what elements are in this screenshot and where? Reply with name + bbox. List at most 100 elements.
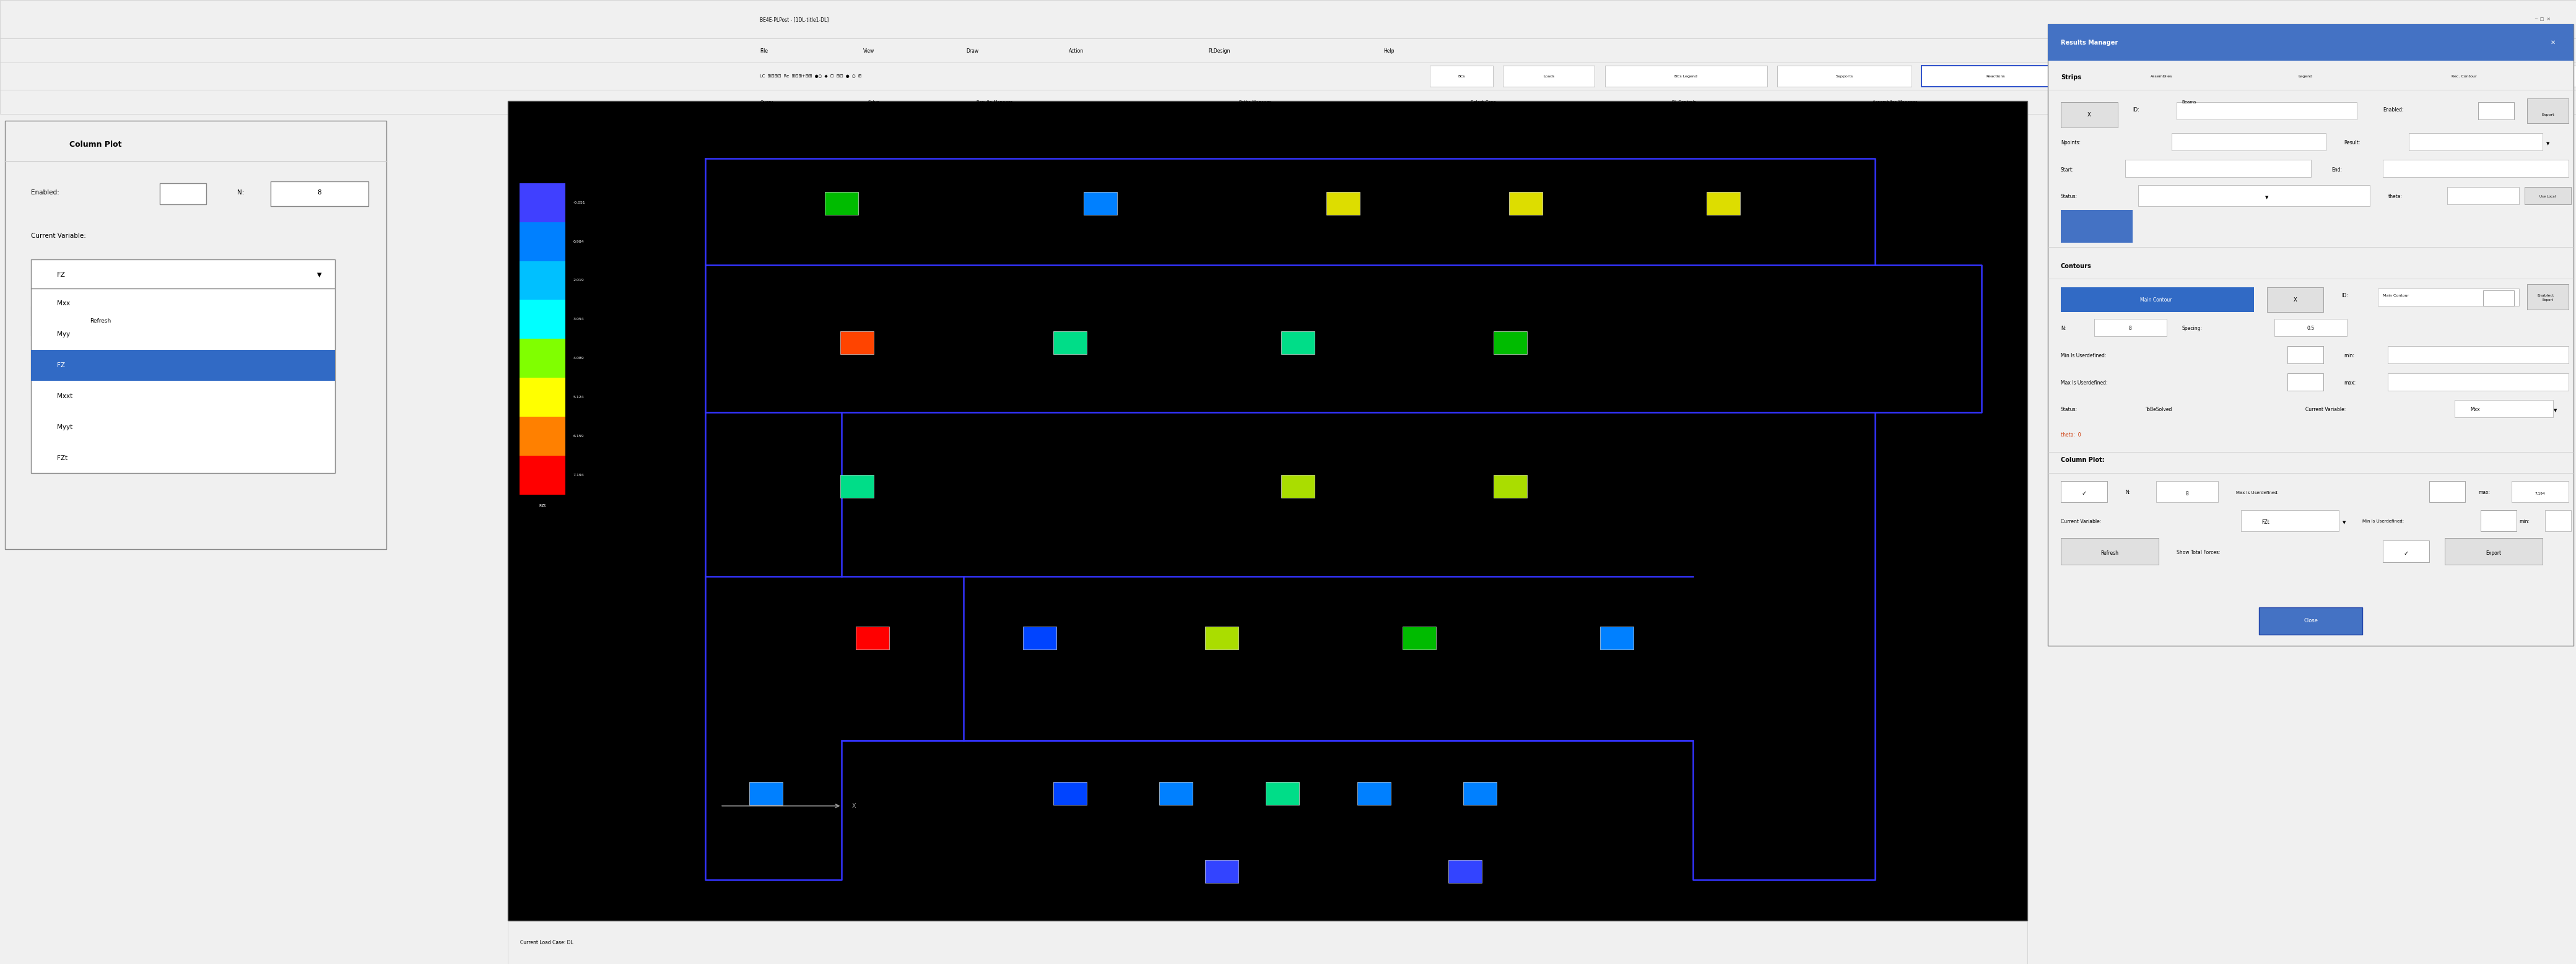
Text: Solve: Solve	[868, 100, 881, 104]
Text: Mxx: Mxx	[2470, 407, 2481, 413]
FancyBboxPatch shape	[2388, 373, 2568, 390]
Text: Col. 14
Mx= 0.01492784
My= 0.1427114
Fz= 5.193231: Col. 14 Mx= 0.01492784 My= 0.1427114 Fz=…	[1494, 520, 1522, 534]
Text: ✓: ✓	[2081, 491, 2087, 496]
Text: N:: N:	[2061, 326, 2066, 332]
FancyBboxPatch shape	[2267, 287, 2324, 312]
Text: 8: 8	[317, 190, 322, 196]
Text: BE4E-PLPost - [1DL-title1-DL]: BE4E-PLPost - [1DL-title1-DL]	[760, 16, 829, 22]
Text: N:: N:	[237, 190, 245, 196]
Bar	[520, 456, 564, 495]
Text: Col. 17
Mx= 0.8550183
My= 2.613033
Fz= 6.202346: Col. 17 Mx= 0.8550183 My= 2.613033 Fz= 6…	[811, 376, 835, 390]
Bar	[1206, 627, 1239, 650]
Bar	[1206, 860, 1239, 883]
Text: X: X	[853, 803, 855, 809]
Text: Col. 1
Mx= 0.1262962
My= 0.27443712
Fz= 4.796375: Col. 1 Mx= 0.1262962 My= 0.27443712 Fz= …	[1267, 376, 1293, 390]
Text: Start:: Start:	[2061, 167, 2074, 173]
Text: Col. 9
Mx= 1.071688
My= 0.09188295
Fz= 1.779761: Col. 9 Mx= 1.071688 My= 0.09188295 Fz= 1…	[1054, 236, 1079, 251]
Bar	[520, 222, 564, 261]
Text: Close: Close	[2303, 618, 2318, 624]
FancyBboxPatch shape	[2138, 185, 2370, 206]
Text: 0.5: 0.5	[2308, 326, 2313, 332]
Text: PL Controls: PL Controls	[1672, 100, 1695, 104]
Bar	[1054, 782, 1087, 805]
Text: Col. 13
Mx= 0.2025302
My= -0.256899
Fz= 2.091784: Col. 13 Mx= 0.2025302 My= -0.256899 Fz= …	[1466, 822, 1489, 837]
Bar	[1600, 627, 1633, 650]
FancyBboxPatch shape	[270, 181, 368, 206]
FancyBboxPatch shape	[1605, 66, 1767, 87]
FancyBboxPatch shape	[2483, 290, 2514, 306]
Bar	[1054, 332, 1087, 355]
Bar	[1327, 192, 1360, 215]
Text: Current Variable:: Current Variable:	[31, 233, 85, 239]
Text: Strips: Strips	[2061, 74, 2081, 80]
Text: ─  □  ✕: ─ □ ✕	[2535, 17, 2550, 21]
Text: 7.194: 7.194	[572, 473, 585, 476]
Bar	[840, 475, 873, 497]
Text: Current Load Case: DL: Current Load Case: DL	[520, 940, 574, 946]
FancyBboxPatch shape	[2061, 102, 2117, 127]
Text: Export: Export	[2486, 550, 2501, 556]
Text: Export: Export	[2543, 298, 2553, 302]
Text: Assemblies: Assemblies	[2151, 74, 2172, 78]
Bar	[520, 378, 564, 416]
Bar	[0, 0, 2576, 39]
Text: Column Plot: Column Plot	[70, 141, 121, 148]
Text: Col. 21
Mx= -1.556629
My= -1.500329
Fz= 2.782634: Col. 21 Mx= -1.556629 My= -1.500329 Fz= …	[750, 822, 775, 837]
Bar	[520, 416, 564, 456]
Text: Help: Help	[1383, 48, 1394, 54]
Text: Use Local: Use Local	[2540, 195, 2555, 199]
Text: BCs: BCs	[1458, 74, 1466, 78]
Text: FZt: FZt	[2262, 520, 2269, 525]
Text: Refresh: Refresh	[2102, 550, 2117, 556]
Text: Myyt: Myyt	[57, 424, 72, 430]
Bar	[855, 627, 889, 650]
Text: X: X	[2087, 112, 2092, 118]
Text: Enabled:: Enabled:	[31, 190, 59, 196]
Text: max:: max:	[2344, 380, 2357, 386]
FancyBboxPatch shape	[31, 288, 335, 473]
Bar	[520, 183, 564, 222]
Text: Col. 2
Mx= -0.3849468
My= -0.2692671
Fz= 0.9457575: Col. 2 Mx= -0.3849468 My= -0.2692671 Fz=…	[1206, 897, 1231, 912]
FancyBboxPatch shape	[2524, 187, 2571, 204]
Text: Col. 22b
Mx= -0.4422820
My= 0.194108
Fz= 4.236180: Col. 22b Mx= -0.4422820 My= 0.194108 Fz=…	[1267, 822, 1293, 837]
FancyBboxPatch shape	[2275, 319, 2347, 336]
Text: FZt: FZt	[57, 455, 67, 461]
Text: 8: 8	[2128, 326, 2133, 332]
Text: Paths Manager: Paths Manager	[1239, 100, 1270, 104]
FancyBboxPatch shape	[2287, 373, 2324, 390]
Text: Results Manager: Results Manager	[2061, 40, 2117, 45]
Bar	[520, 261, 564, 300]
Text: -0.051: -0.051	[572, 201, 585, 204]
Text: PLDesign: PLDesign	[1208, 48, 1231, 54]
Text: Col. 15
Mx= 1.322094
My= -1.061711
Fz= 7.19418: Col. 15 Mx= 1.322094 My= -1.061711 Fz= 7…	[858, 671, 881, 685]
FancyBboxPatch shape	[2061, 481, 2107, 502]
Text: X: X	[2293, 297, 2298, 303]
Bar	[0, 63, 2576, 90]
Text: Myy: Myy	[57, 332, 70, 337]
Text: Col. 19
Mx= -1.076145
My= 1.118999
Fz= 4.381279: Col. 19 Mx= -1.076145 My= 1.118999 Fz= 4…	[1041, 376, 1064, 390]
Bar	[1463, 782, 1497, 805]
Text: FZt: FZt	[538, 504, 546, 508]
Text: Loads: Loads	[1543, 74, 1553, 78]
Bar	[1023, 627, 1056, 650]
Text: Min Is Userdefined:: Min Is Userdefined:	[2362, 520, 2403, 523]
FancyBboxPatch shape	[2048, 24, 2573, 646]
Bar	[1280, 475, 1314, 497]
Text: max:: max:	[2478, 490, 2491, 495]
Bar	[840, 332, 873, 355]
Text: Min Is Userdefined:: Min Is Userdefined:	[2061, 353, 2107, 359]
FancyBboxPatch shape	[2156, 481, 2218, 502]
Text: N:: N:	[2125, 490, 2130, 495]
Bar	[0, 39, 2576, 63]
Text: ▼: ▼	[2264, 196, 2269, 200]
Bar	[1265, 782, 1298, 805]
Text: Col. 11
Mx= -0.2518588
My= -1.365209
Fz= 5.538552: Col. 11 Mx= -0.2518588 My= -1.365209 Fz=…	[1206, 671, 1231, 685]
Text: Reactions: Reactions	[1986, 74, 2004, 78]
Text: ID:: ID:	[2133, 107, 2141, 113]
FancyBboxPatch shape	[2527, 98, 2568, 123]
Text: LC  ⊞⊡⊞⊡  Re  ⊞⊡⊞+⊞⊞  ●○  ◆  ⊡  ⊞⊡  ●  ○  ⊞: LC ⊞⊡⊞⊡ Re ⊞⊡⊞+⊞⊞ ●○ ◆ ⊡ ⊞⊡ ● ○ ⊞	[760, 74, 863, 78]
Bar	[750, 782, 783, 805]
Text: ✕: ✕	[2550, 40, 2555, 45]
Bar	[1404, 627, 1435, 650]
Text: Contours: Contours	[2061, 263, 2092, 269]
